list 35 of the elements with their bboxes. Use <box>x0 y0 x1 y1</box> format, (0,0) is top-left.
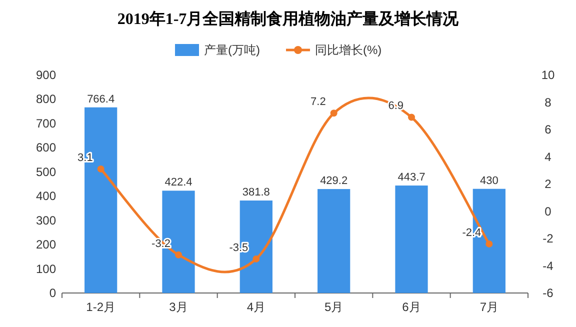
x-tick-label: 4月 <box>246 300 266 314</box>
y2-tick-label: 8 <box>544 95 552 110</box>
y2-tick-label: 6 <box>544 122 552 136</box>
y-tick-label: 900 <box>36 68 56 82</box>
data-label: 430 <box>480 174 498 187</box>
y2-tick-label: 2 <box>544 177 552 191</box>
y2-tick-label: -2 <box>542 232 554 246</box>
y-tick-label: 300 <box>36 213 56 228</box>
y-tick-label: 600 <box>36 140 56 155</box>
x-tick-label: 6月 <box>402 300 421 314</box>
data-label: 443.7 <box>398 172 426 184</box>
y-tick-label: 700 <box>36 116 56 130</box>
legend-label: 产量(万吨) <box>204 43 260 57</box>
y-tick-label: 800 <box>36 92 56 106</box>
data-label: 7.2 <box>310 96 326 108</box>
x-tick-label: 3月 <box>169 300 188 314</box>
y2-tick-label: -4 <box>542 258 554 273</box>
data-label: 381.8 <box>242 186 270 199</box>
data-label: 422.4 <box>164 176 192 189</box>
data-label: 429.2 <box>320 175 348 188</box>
y-tick-label: 0 <box>49 286 56 300</box>
y-tick-label: 400 <box>36 189 56 204</box>
title: 2019年1-7月全国精制食用植物油产量及增长情况 <box>117 11 459 28</box>
x-tick-label: 1-2月 <box>86 300 116 314</box>
data-label: 766.4 <box>87 93 115 106</box>
x-tick-label: 5月 <box>324 300 344 314</box>
y2-tick-label: 0 <box>544 204 552 218</box>
y2-tick-label: -6 <box>542 286 554 300</box>
x-tick-label: 7月 <box>480 300 499 314</box>
y2-tick-label: 4 <box>544 150 552 164</box>
legend-label: 同比增长(%) <box>315 43 382 57</box>
y-tick-label: 500 <box>36 164 56 179</box>
y-tick-label: 200 <box>36 238 56 252</box>
y-tick-label: 100 <box>36 262 56 276</box>
y2-tick-label: 10 <box>541 68 555 82</box>
